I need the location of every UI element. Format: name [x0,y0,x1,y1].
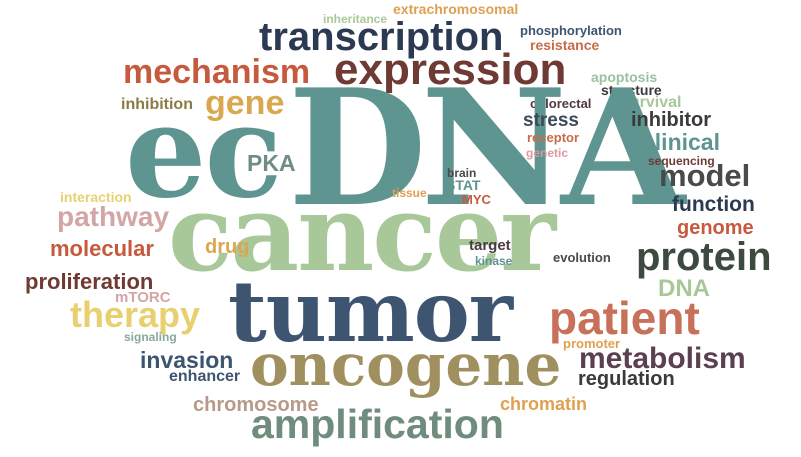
word-molecular: molecular [50,236,154,261]
word-protein: protein [636,235,772,279]
word-pathway: pathway [57,201,170,232]
word-survival: survival [621,94,682,111]
word-evolution: evolution [553,250,611,265]
word-chromosome: chromosome [193,394,319,416]
word-extrachromosomal: extrachromosomal [393,1,519,17]
word-target: target [469,237,511,254]
word-phosphorylation: phosphorylation [520,23,622,38]
word-enhancer: enhancer [169,368,241,385]
word-tissue: tissue [392,186,427,200]
word-structure: structure [601,82,662,98]
word-resistance: resistance [530,37,600,53]
word-invasion: invasion [140,347,234,373]
word-clinical: clinical [642,129,720,155]
word-drug: drug [205,236,250,258]
word-gene: gene [205,84,285,122]
word-oncogene: oncogene [250,331,562,399]
word-genetic: genetic [526,146,569,160]
word-inheritance: inheritance [323,12,388,26]
word-apoptosis: apoptosis [591,69,658,85]
word-sequencing: sequencing [648,154,715,168]
word-tumor: tumor [228,262,513,361]
word-metabolism: metabolism [579,342,746,375]
word-expression: expression [334,45,567,94]
word-amplification: amplification [251,401,504,447]
word-brain: brain [447,166,477,180]
word-genome: genome [677,217,754,239]
word-PKA: PKA [247,150,296,176]
word-interaction: interaction [60,189,132,205]
word-cancer: cancer [168,170,556,295]
word-ec: ec [125,77,282,227]
word-MYC: MYC [462,192,491,207]
word-stress: stress [523,110,579,131]
word-mTORC: mTORC [115,289,171,306]
word-function: function [672,193,755,216]
word-kinase: kinase [475,254,513,268]
word-model: model [659,158,751,193]
word-regulation: regulation [578,368,675,390]
word-inhibitor: inhibitor [631,109,711,131]
word-STAT: STAT [446,177,481,193]
word-transcription: transcription [259,15,504,59]
word-promoter: promoter [563,336,621,351]
word-proliferation: proliferation [25,269,154,294]
word-signaling: signaling [124,330,177,344]
word-patient: patient [549,292,700,344]
word-chromatin: chromatin [500,394,588,414]
word-DNA-small: DNA [658,275,710,302]
word-therapy: therapy [70,294,201,335]
word-colorectal: colorectal [530,96,592,111]
word-DNA-large: DNA [288,54,685,242]
word-mechanism: mechanism [123,53,311,91]
word-inhibition: inhibition [121,96,193,113]
word-receptor: receptor [527,130,580,145]
